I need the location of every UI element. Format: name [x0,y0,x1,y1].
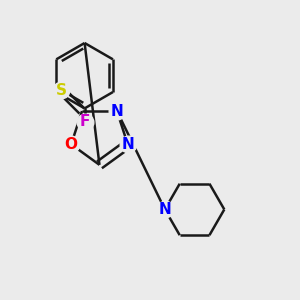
Text: S: S [56,83,67,98]
Text: F: F [80,114,90,129]
Text: N: N [158,202,171,217]
Text: O: O [65,137,78,152]
Text: N: N [111,103,123,118]
Text: N: N [122,137,134,152]
